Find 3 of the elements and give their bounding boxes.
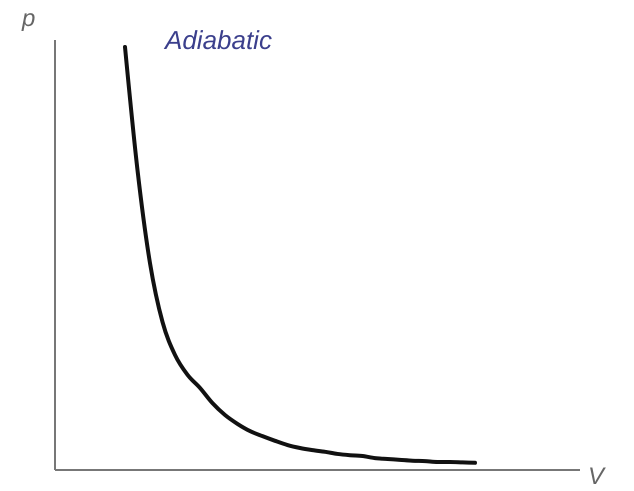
y-axis-title: p [21, 5, 36, 32]
x-axis-title: V [588, 463, 606, 490]
chart-title: Adiabatic [163, 25, 272, 55]
